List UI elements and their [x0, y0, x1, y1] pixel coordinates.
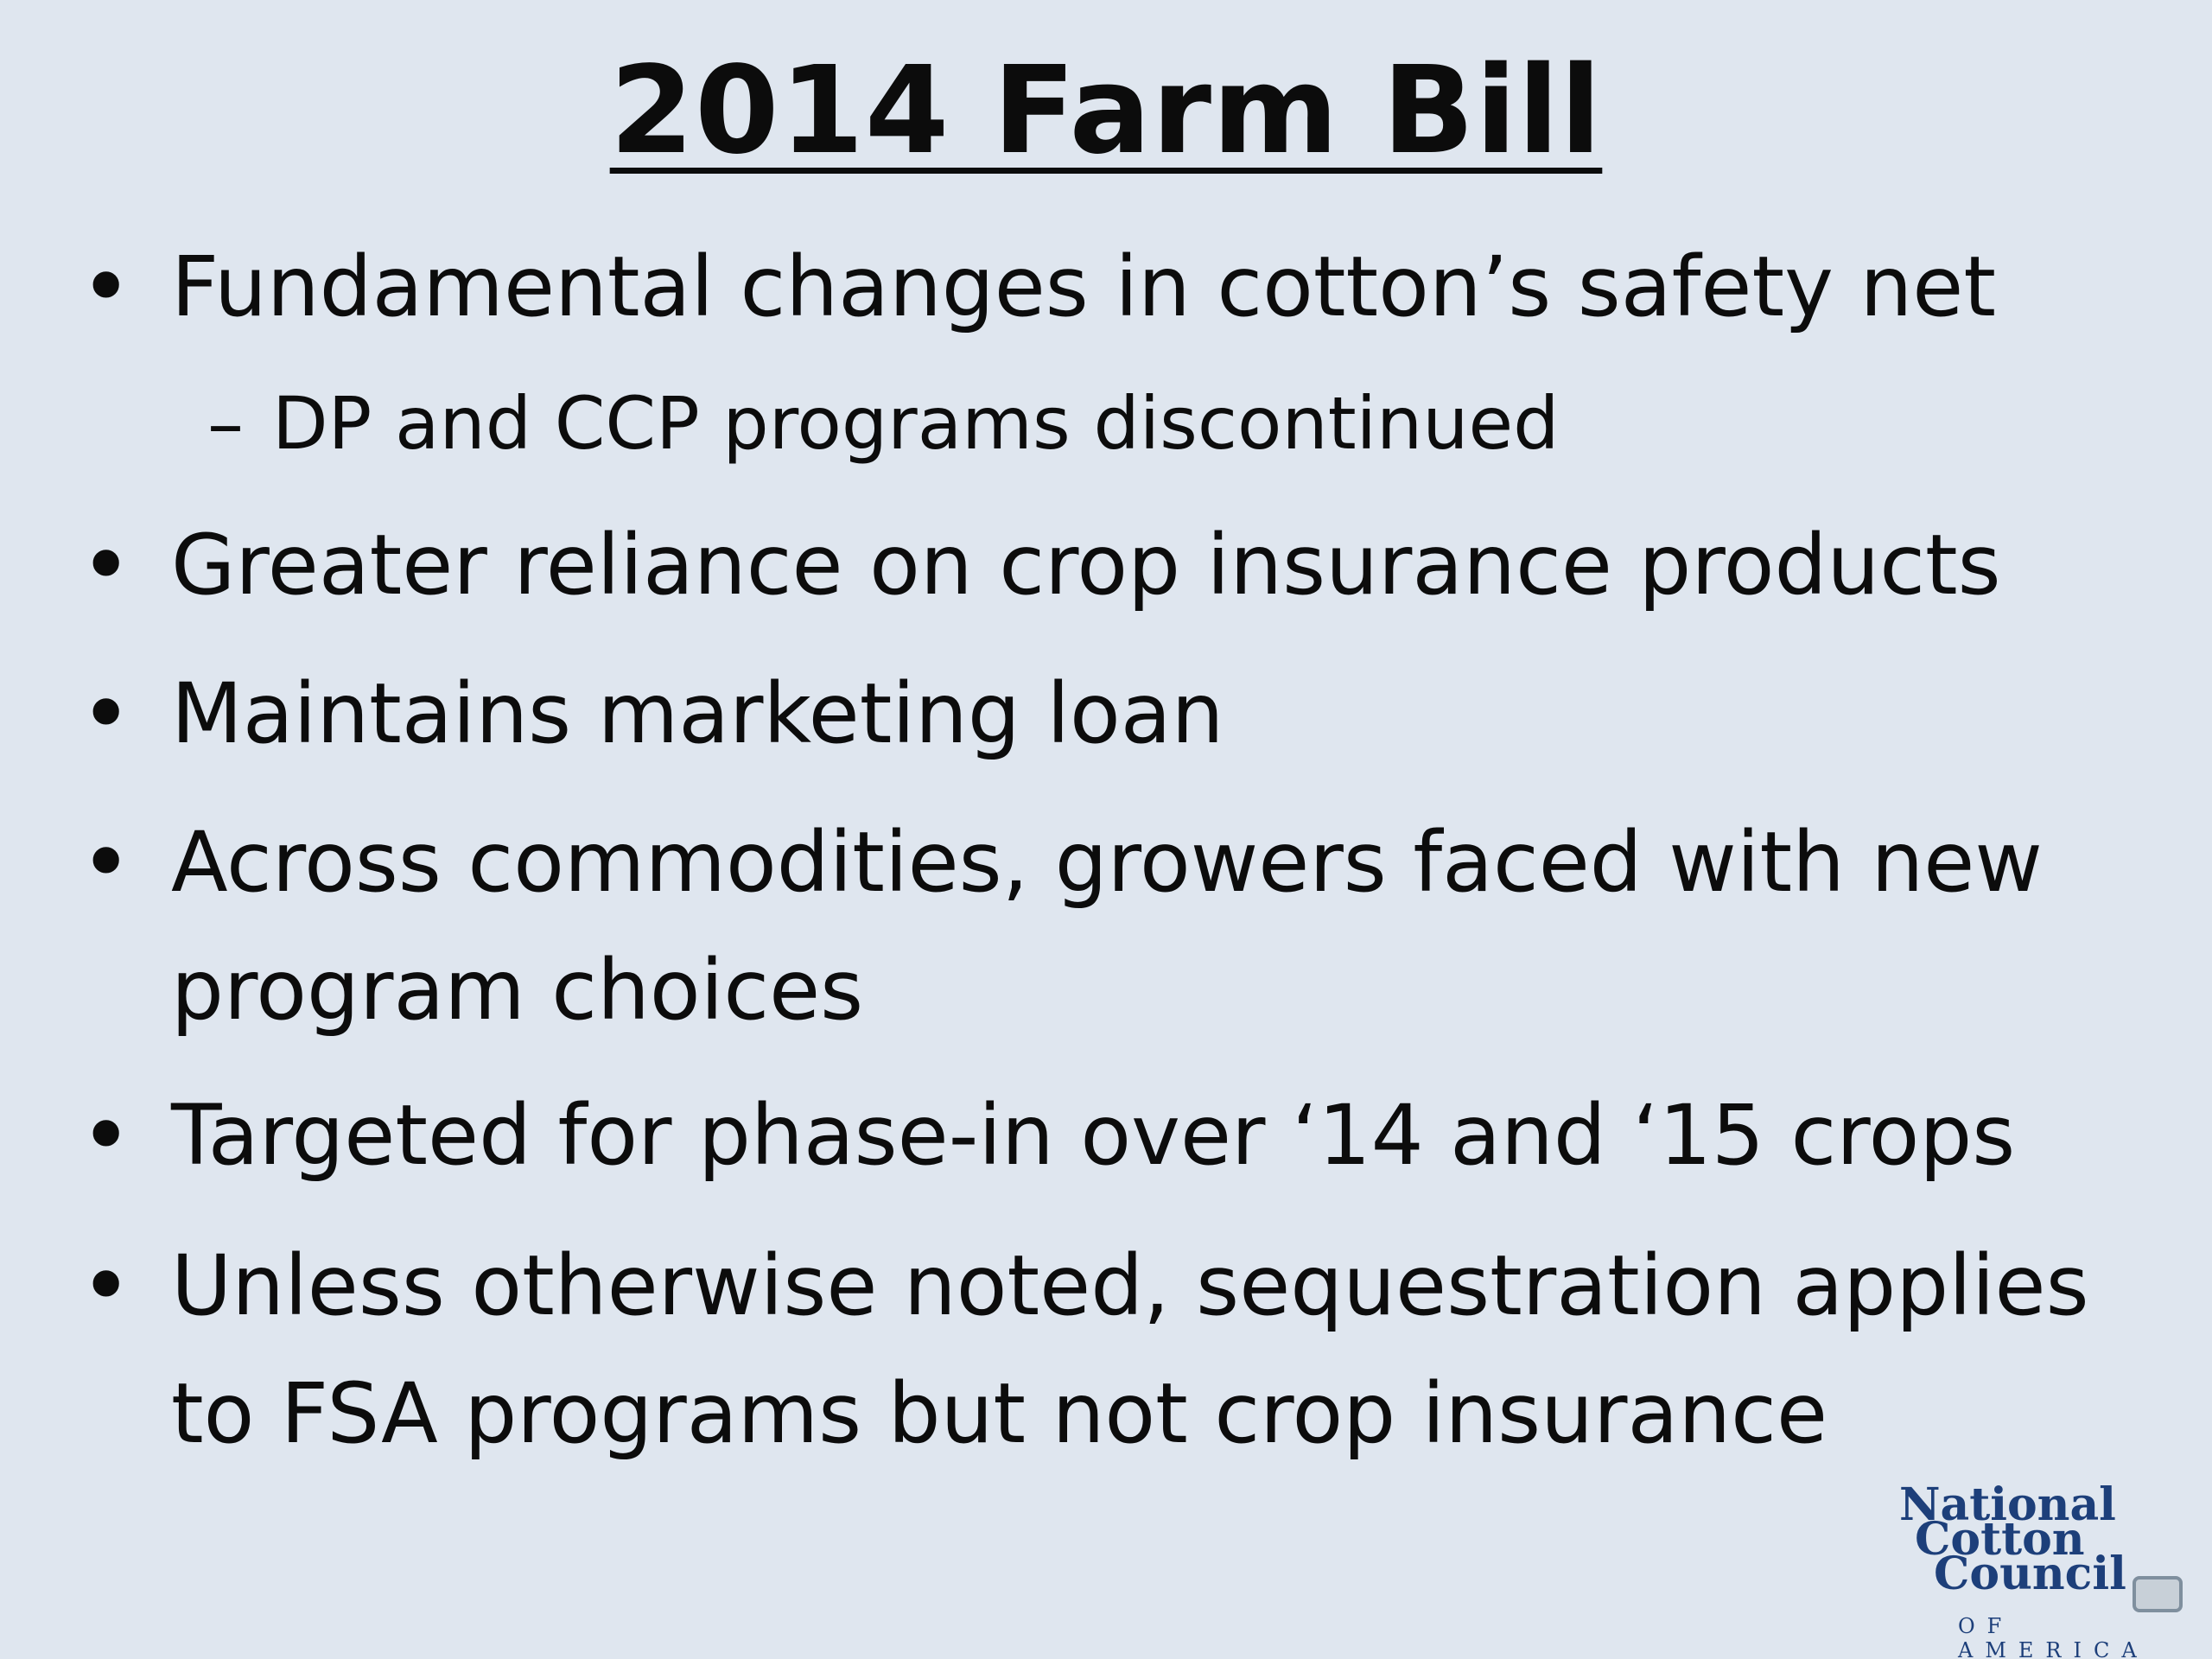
bullet-icon: •: [79, 661, 133, 766]
logo-line-cotton: Cotton: [1915, 1513, 2085, 1566]
slide-title-text: 2014 Farm Bill: [609, 41, 1603, 181]
sub-bullet-text: DP and CCP programs discontinued: [272, 381, 1560, 466]
bullet-text: Across commodities, growers faced with n…: [171, 814, 2043, 1039]
bullet-text: Maintains marketing loan: [171, 665, 1224, 762]
logo-line-council: Council: [1934, 1548, 2126, 1600]
bullet-icon: •: [79, 234, 133, 340]
bullet-text: Greater reliance on crop insurance produ…: [171, 517, 2001, 613]
logo-line-national: National: [1899, 1478, 2116, 1531]
bullet-icon: •: [79, 512, 133, 618]
slide-title: 2014 Farm Bill: [0, 45, 2212, 178]
logo-subtitle: OF AMERICA: [1958, 1614, 2149, 1659]
logo-wordmark: National Cotton Council: [1899, 1478, 2158, 1600]
bullet-text: Targeted for phase-in over ‘14 and ‘15 c…: [171, 1087, 2016, 1184]
bullet-icon: •: [79, 1083, 133, 1188]
national-cotton-council-logo: National Cotton Council OF AMERICA: [1899, 1478, 2193, 1659]
bullet-text: Unless otherwise noted, sequestration ap…: [171, 1237, 2089, 1462]
bullet-icon: •: [79, 1233, 133, 1338]
bullet-icon: •: [79, 810, 133, 915]
cotton-seal-icon: [2133, 1576, 2183, 1612]
bullet-text: Fundamental changes in cotton’s safety n…: [171, 238, 1996, 335]
dash-icon: –: [207, 381, 244, 466]
